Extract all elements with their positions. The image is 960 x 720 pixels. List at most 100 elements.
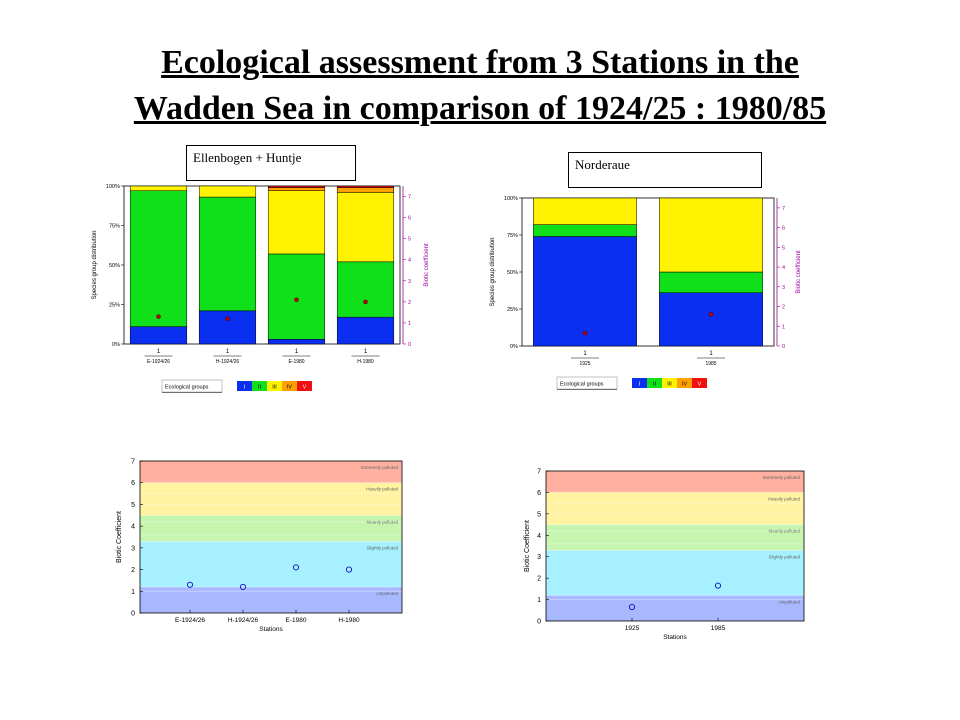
y-tick-label: 1: [537, 597, 541, 604]
group-label: 1: [295, 349, 299, 355]
x-tick-label: 1925: [625, 625, 640, 632]
band-label: Extremely polluted: [361, 465, 399, 470]
bar-segment-I: [336, 316, 395, 345]
y-tick-label: 75%: [507, 233, 518, 239]
biotic-marker: [363, 299, 368, 305]
group-label: 1: [583, 351, 587, 357]
data-point: [345, 566, 353, 573]
y-tick-label: 4: [537, 533, 541, 540]
y-tick-label: 2: [537, 576, 541, 583]
biotic-marker: [708, 312, 714, 317]
y2-axis-label: Biotic coefficient: [424, 243, 430, 287]
pollution-band: [140, 541, 402, 587]
y-tick-label: 7: [537, 469, 541, 476]
bar-segment-I: [267, 339, 326, 345]
y-axis-label: Species group distribution: [490, 237, 496, 306]
biotic-marker: [294, 297, 299, 303]
y2-tick-label: 2: [408, 300, 411, 306]
plot-frame: [545, 470, 805, 622]
legend-label: Ecological groups: [165, 385, 209, 391]
y-tick-label: 0: [131, 611, 135, 618]
plot-frame: [139, 460, 403, 614]
bar-segment-IV: [267, 187, 326, 191]
y2-tick-label: 1: [408, 321, 411, 327]
legend-swatch-IV: [282, 381, 297, 391]
bar-segment-I: [198, 310, 257, 345]
y2-tick-label: 4: [782, 265, 785, 271]
bar-segment-IV: [336, 187, 395, 193]
band-label: Heavily polluted: [366, 487, 398, 492]
y2-tick-label: 5: [782, 245, 785, 251]
y-tick-label: 0: [537, 619, 541, 626]
legend-item-label: II: [653, 382, 657, 388]
y-tick-label: 25%: [109, 303, 120, 309]
legend-swatch-II: [647, 378, 662, 388]
legend-label-box: [161, 379, 223, 393]
legend-swatch-I: [632, 378, 647, 388]
y-axis-label: Biotic Coefficient: [524, 520, 531, 572]
y-tick-label: 5: [131, 502, 135, 509]
category-label: 1925: [579, 361, 590, 367]
y-tick-label: 100%: [106, 184, 120, 190]
bar-segment-V: [336, 185, 395, 188]
y-tick-label: 100%: [504, 196, 518, 202]
data-point: [239, 583, 247, 590]
band-label: Slightly polluted: [768, 554, 800, 559]
y2-tick-label: 0: [408, 342, 411, 348]
pollution-band: [546, 471, 804, 493]
band-label: Meanly polluted: [768, 529, 800, 534]
bar-segment-I: [533, 236, 637, 347]
y2-tick-label: 3: [782, 285, 785, 291]
x-tick-label: H-1924/26: [228, 617, 259, 624]
category-label: H-1924/26: [216, 359, 240, 365]
legend-item-label: I: [639, 382, 641, 388]
bar-segment-II: [198, 196, 257, 312]
data-point: [628, 604, 636, 611]
group-label: 1: [157, 349, 161, 355]
x-axis-label: Stations: [663, 634, 687, 641]
x-tick-label: E-1924/26: [175, 617, 205, 624]
bar-segment-II: [267, 253, 326, 340]
legend-label: Ecological groups: [560, 382, 604, 388]
band-label: Unpolluted: [376, 591, 398, 596]
bar-segment-III: [336, 192, 395, 263]
y-tick-label: 1: [131, 589, 135, 596]
y-tick-label: 0%: [112, 342, 120, 348]
bar-segment-III: [533, 197, 637, 225]
legend-swatch-II: [252, 381, 267, 391]
y2-tick-label: 2: [782, 305, 785, 311]
category-label: E-1980: [288, 359, 304, 365]
y-tick-label: 7: [131, 459, 135, 466]
legend-swatch-III: [662, 378, 677, 388]
bar-segment-III: [659, 197, 763, 273]
band-label: Heavily polluted: [768, 496, 800, 501]
data-point: [714, 582, 722, 589]
y2-tick-label: 6: [408, 216, 411, 222]
pollution-band: [546, 595, 804, 621]
pollution-band: [140, 482, 402, 516]
biotic-marker: [225, 316, 230, 321]
legend-swatch-IV: [677, 378, 692, 388]
y2-tick-label: 7: [782, 206, 785, 212]
y-tick-label: 2: [131, 567, 135, 574]
page-title: Ecological assessment from 3 Stations in…: [0, 40, 960, 132]
station-label-left: Ellenbogen + Huntje: [186, 145, 356, 181]
x-tick-label: H-1980: [338, 617, 360, 624]
bar-segment-III: [267, 190, 326, 255]
y-tick-label: 6: [537, 490, 541, 497]
legend-item-label: II: [258, 385, 262, 391]
y2-tick-label: 1: [782, 324, 785, 330]
group-label: 1: [709, 351, 713, 357]
category-label: E-1924/26: [147, 359, 170, 365]
y2-tick-label: 6: [782, 226, 785, 232]
y-axis-label: Biotic Coefficient: [116, 511, 123, 563]
y2-tick-label: 3: [408, 279, 411, 285]
y-tick-label: 50%: [507, 270, 518, 276]
bar-segment-II: [659, 271, 763, 293]
y-tick-label: 4: [131, 524, 135, 531]
y-axis-label: Species group distribution: [92, 230, 98, 299]
band-label: Unpolluted: [778, 599, 800, 604]
title-line-2: Wadden Sea in comparison of 1924/25 : 19…: [133, 90, 827, 127]
y-tick-label: 50%: [109, 263, 120, 269]
